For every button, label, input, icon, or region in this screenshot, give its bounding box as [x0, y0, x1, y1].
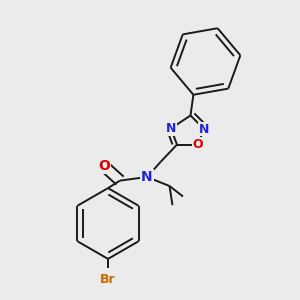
Text: N: N: [199, 122, 209, 136]
Text: N: N: [141, 170, 153, 184]
Text: O: O: [193, 138, 203, 151]
Text: N: N: [166, 122, 176, 135]
Text: O: O: [98, 160, 110, 173]
Text: Br: Br: [100, 273, 116, 286]
